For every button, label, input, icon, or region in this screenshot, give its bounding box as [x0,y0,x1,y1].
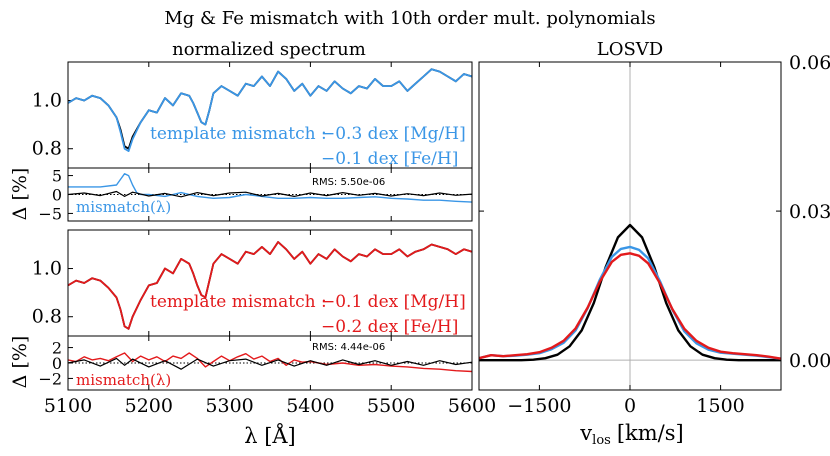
residual-fe-series-residual [67,357,473,370]
spectrum-title: normalized spectrum [172,39,366,60]
residual-mg-panel: −505 RMS: 5.50e-06 mismatch(λ) Δ [%] [9,167,473,223]
losvd-xlabel-sub: los [592,433,611,448]
residual-fe-xtick-label: 5400 [286,395,334,417]
losvd-panel: LOSVD 0.00 0.03 0.06 −1500 0 1500 vlos [km/s] [478,39,830,448]
losvd-xlabel-v: v [579,421,592,445]
spectrum-fe-ticks: 0.8 1.0 [32,230,473,336]
spectrum-mg-series-mismatch [67,68,473,152]
mismatch-label: template mismatch : [150,124,327,144]
residual-mg-series-mismatch- [68,173,473,203]
mismatch-mg-value: −0.3 dex [Mg/H] [321,124,466,144]
spectrum-fe-lines [67,241,473,330]
residual-fe-panel: −202 5100 5200 5300 5400 5500 5600 RMS: 4.44e-… [9,335,496,448]
spectrum-fe-panel: 0.8 1.0 template mismatch : −0.1 dex [Mg/… [32,229,473,337]
residual-mg-ylabel: Δ [%] [9,168,31,221]
figure-title: Mg & Fe mismatch with 10th order mult. p… [164,8,655,29]
residual-fe-ylabel: Δ [%] [9,336,31,389]
residual-mg-ytick-label: 0 [52,186,62,205]
residual-mg-series-residual [67,190,473,198]
residual-fe-ticks: −202 5100 5200 5300 5400 5500 5600 [38,336,496,417]
residual-fe-xtick-label: 5600 [448,395,496,417]
spectrum-mg-panel: normalized spectrum 0.8 1.0 template mism… [32,39,473,169]
spectrum-fe-series-mismatch [67,241,473,330]
losvd-ytick-label: 0.06 [789,52,830,74]
losvd-xtick-label: 0 [624,395,636,417]
losvd-xlabel-unit: [km/s] [617,421,684,445]
residual-fe-xtick-label: 5100 [44,395,92,417]
spectrum-fe-ytick-label: 0.8 [32,306,62,328]
residual-mg-ytick-label: −5 [38,204,62,223]
wavelength-xlabel: λ [Å] [244,423,296,448]
residual-mg-legend: mismatch(λ) [76,198,171,216]
losvd-ytick-label: 0.00 [789,350,830,372]
mismatch-mg-value-fe: −0.1 dex [Mg/H] [321,292,466,312]
residual-fe-xtick-label: 5500 [367,395,415,417]
losvd-series-input [479,223,781,362]
losvd-ticks: 0.00 0.03 0.06 −1500 0 1500 [479,52,830,417]
losvd-xtick-label: 1500 [696,395,744,417]
residual-fe-ytick-label: −2 [38,369,62,388]
losvd-xtick-label: −1500 [507,395,571,417]
residual-fe-frame [67,335,473,391]
rms-fe: RMS: 4.44e-06 [312,342,385,353]
residual-mg-frame [67,167,473,222]
spectrum-mg-ytick-label: 0.8 [32,138,62,160]
losvd-frame [478,61,782,391]
spectrum-mg-lines [67,68,473,152]
spectrum-mg-ytick-label: 1.0 [32,90,62,112]
mismatch-label-fe: template mismatch : [150,292,327,312]
losvd-lines [478,223,782,362]
losvd-series-red-fit [478,252,782,360]
losvd-xlabel: vlos [km/s] [579,421,683,448]
mismatch-fe-value: −0.1 dex [Fe/H] [321,149,458,169]
spectrum-fe-ytick-label: 1.0 [32,258,62,280]
losvd-ytick-label: 0.03 [789,201,830,223]
residual-mg-ytick-label: 5 [52,167,62,186]
residual-fe-xtick-label: 5200 [125,395,173,417]
losvd-title: LOSVD [597,39,663,60]
residual-mg-lines [67,173,473,203]
residual-fe-xtick-label: 5300 [205,395,253,417]
spectrum-mg-ticks: 0.8 1.0 [32,62,473,168]
residual-fe-ytick-label: 0 [52,354,62,373]
mismatch-fe-value-fe: −0.2 dex [Fe/H] [321,317,458,337]
residual-fe-lines [67,352,473,373]
rms-mg: RMS: 5.50e-06 [312,177,385,188]
residual-fe-ytick-label: 2 [52,339,62,358]
residual-fe-legend: mismatch(λ) [76,371,171,389]
